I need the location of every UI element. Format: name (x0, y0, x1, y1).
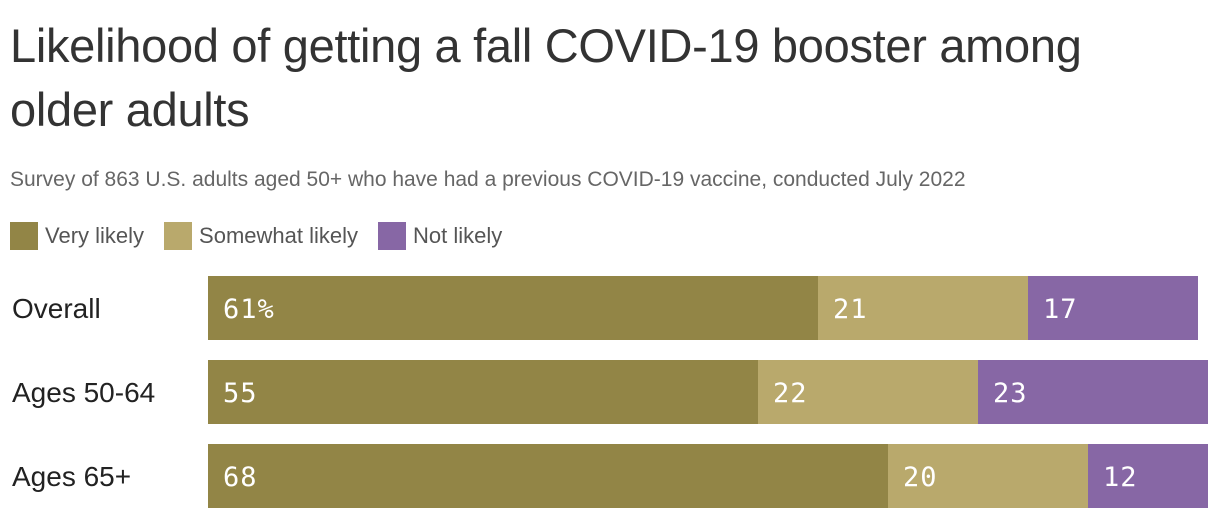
bar-overall-somewhat-likely (818, 276, 1028, 340)
legend-swatch-somewhat-likely (164, 222, 193, 250)
value-label-ages-65-very-likely: 68 (223, 462, 258, 493)
legend-label-not-likely: Not likely (413, 223, 503, 248)
bar-ages-50-64-not-likely (978, 360, 1208, 424)
bar-ages-50-64-somewhat-likely (758, 360, 978, 424)
legend-label-somewhat-likely: Somewhat likely (199, 223, 358, 248)
bar-ages-65-very-likely (208, 444, 888, 508)
legend-swatch-very-likely (10, 222, 38, 250)
value-label-ages-50-64-very-likely: 55 (223, 378, 258, 409)
bar-overall-very-likely (208, 276, 818, 340)
category-label-overall: Overall (12, 293, 101, 324)
legend-item-not-likely: Not likely (378, 222, 502, 250)
legend: Very likely Somewhat likely Not likely (10, 221, 522, 251)
value-label-ages-50-64-somewhat-likely: 22 (773, 378, 808, 409)
bar-overall-not-likely (1028, 276, 1198, 340)
chart-title: Likelihood of getting a fall COVID-19 bo… (10, 19, 1082, 136)
value-label-ages-50-64-not-likely: 23 (993, 378, 1028, 409)
value-label-ages-65-somewhat-likely: 20 (903, 462, 938, 493)
legend-swatch-not-likely (378, 222, 406, 250)
value-label-overall-not-likely: 17 (1043, 294, 1078, 325)
category-label-ages-65: Ages 65+ (12, 461, 131, 492)
bar-ages-50-64-very-likely (208, 360, 758, 424)
legend-item-very-likely: Very likely (10, 222, 144, 250)
legend-label-very-likely: Very likely (45, 223, 145, 248)
bar-ages-65-somewhat-likely (888, 444, 1088, 508)
bar-ages-65-not-likely (1088, 444, 1208, 508)
value-label-overall-somewhat-likely: 21 (833, 294, 868, 325)
category-label-ages-50-64: Ages 50-64 (12, 377, 155, 408)
legend-item-somewhat-likely: Somewhat likely (164, 222, 358, 250)
value-label-ages-65-not-likely: 12 (1103, 462, 1138, 493)
value-label-overall-very-likely: 61% (223, 294, 275, 325)
chart-subtitle: Survey of 863 U.S. adults aged 50+ who h… (10, 168, 966, 191)
